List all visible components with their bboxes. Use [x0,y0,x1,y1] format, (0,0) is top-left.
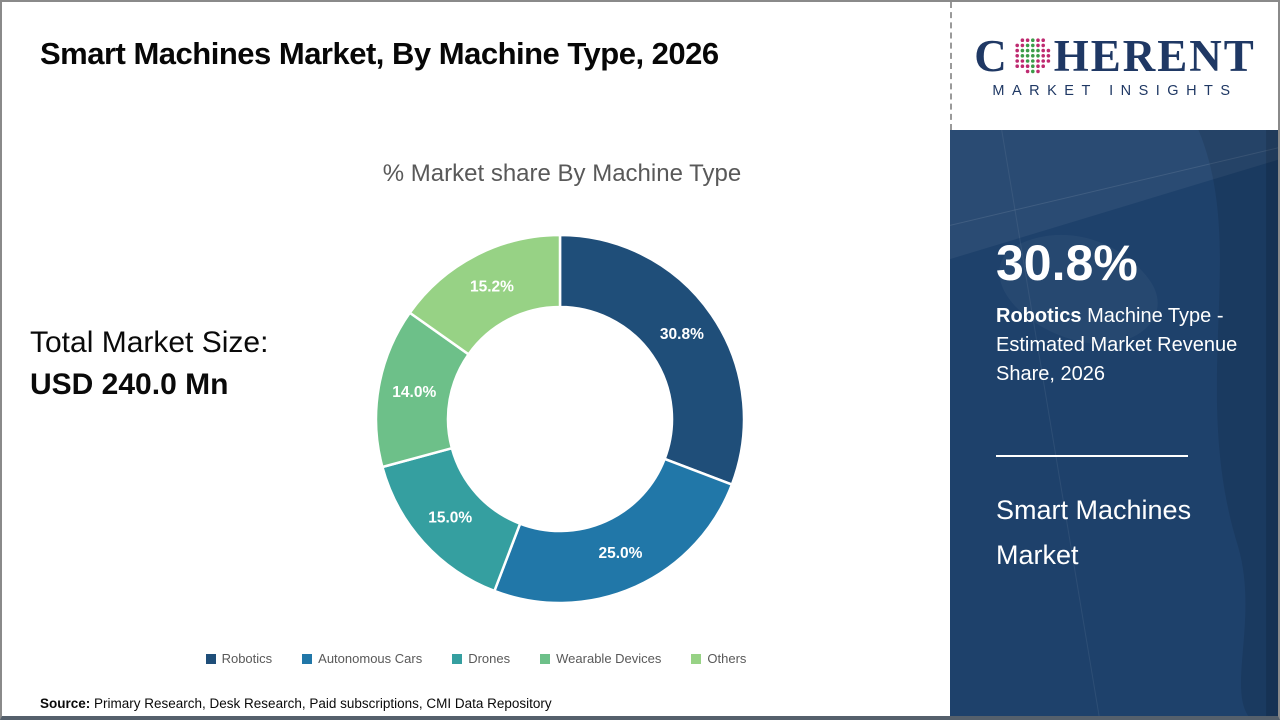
highlight-segment-name: Robotics [996,305,1082,327]
globe-dot [1015,59,1019,63]
donut-segment-label: 25.0% [599,545,643,562]
globe-dot [1015,54,1019,58]
globe-dot [1035,38,1040,42]
logo-text-suffix: HERENT [1053,30,1256,81]
source-text: Primary Research, Desk Research, Paid su… [90,696,552,711]
source-label: Source: [40,696,91,711]
globe-dot [1025,59,1030,63]
globe-dot [1030,43,1035,48]
globe-dot [1041,54,1045,58]
globe-dot [1025,69,1030,74]
total-market-size-value: USD 240.0 Mn [30,368,229,401]
total-market-size-label: Total Market Size: [30,326,269,359]
report-name: Smart Machines Market [996,495,1192,570]
globe-dot [1041,38,1045,42]
legend-item-robotics: Robotics [205,651,273,666]
globe-dot [1025,48,1030,53]
logo-text-prefix: C [974,30,1009,81]
globe-dot [1046,59,1050,63]
donut-segment-others [408,233,562,356]
legend-item-drones: Drones [452,651,510,666]
highlight-percentage: 30.8% [996,235,1138,291]
globe-dot [1030,69,1035,74]
globe-dot [1035,64,1040,68]
legend-label: Autonomous Cars [318,651,423,666]
total-market-size-block: Total Market Size: USD 240.0 Mn [30,322,268,406]
globe-dot [1030,38,1035,42]
globe-dot [1035,48,1040,53]
legend-label: Robotics [221,651,273,666]
globe-dot [1041,64,1045,68]
globe-dot [1020,64,1024,68]
globe-dot [1025,43,1030,48]
legend-marker [302,653,313,664]
globe-dot [1020,38,1024,42]
world-map-texture [950,130,1278,716]
chart-legend: Robotics Autonomous Cars Drones Wearable De… [2,651,950,666]
donut-segment-label: 30.8% [660,326,704,343]
globe-dot [1025,54,1030,58]
legend-item-wearable-devices: Wearable Devices [540,651,661,666]
legend-item-autonomous-cars: Autonomous Cars [302,651,422,666]
donut-segment-label: 14.0% [392,384,436,401]
chart-title: % Market share By Machine Type [382,160,742,187]
globe-dot [1015,64,1019,68]
globe-dot [1030,48,1035,53]
globe-dot [1046,48,1050,53]
globe-dot [1030,64,1035,68]
legend-marker [540,653,551,664]
legend-label: Wearable Devices [556,651,662,666]
highlight-sidebar: 30.8% Robotics Machine Type - Estimated … [950,130,1278,716]
page-title: Smart Machines Market, By Machine Type, … [40,36,719,71]
donut-segment-label: 15.0% [428,509,472,526]
legend-label: Others [707,651,747,666]
logo-zone: C HERENT MARKET INSIGHTS [950,2,1278,130]
sidebar-divider [996,455,1188,457]
globe-dot [1020,54,1024,58]
legend-marker [691,653,702,664]
globe-dot [1041,48,1045,53]
globe-dot [1020,43,1024,48]
legend-item-others: Others [691,651,746,666]
logo-subtitle: MARKET INSIGHTS [992,83,1238,99]
globe-dot [1035,43,1040,48]
globe-dot [1020,59,1024,63]
highlight-description-rest: Machine Type - Estimated Market Revenue … [996,305,1238,385]
legend-label: Drones [468,651,511,666]
globe-dot [1041,43,1045,48]
legend-marker [205,653,216,664]
globe-dot [1035,69,1040,74]
globe-dot [1015,43,1019,48]
globe-dots-icon [1015,38,1050,74]
source-note: Source: Primary Research, Desk Research,… [40,696,552,711]
globe-dot [1035,54,1040,58]
globe-dot [1030,54,1035,58]
globe-dot [1030,59,1035,63]
company-logo: C HERENT [974,33,1256,79]
highlight-description: Robotics Machine Type - Estimated Market… [996,302,1248,389]
globe-dot [1015,48,1019,53]
globe-dot [1025,64,1030,68]
donut-segment-robotics [558,233,746,486]
donut-segment-label: 15.2% [470,279,514,296]
legend-marker [452,653,463,664]
globe-dot [1025,38,1030,42]
globe-dot [1020,48,1024,53]
donut-chart: 30.8% 25.0% 15.0% 14.0% 15.2% [374,233,746,605]
donut-segment-autonomous-cars [493,457,734,605]
globe-dot [1035,59,1040,63]
globe-dot [1046,54,1050,58]
globe-dot [1041,59,1045,63]
